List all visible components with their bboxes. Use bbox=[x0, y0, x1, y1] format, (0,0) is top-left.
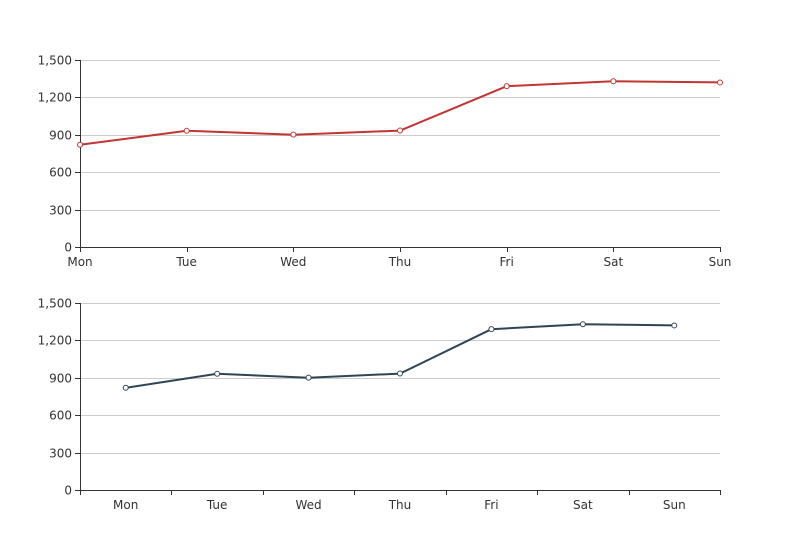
x-tick-label: Thu bbox=[388, 255, 412, 269]
data-point bbox=[671, 322, 678, 329]
y-tick-label: 0 bbox=[64, 241, 72, 255]
data-point bbox=[122, 384, 129, 391]
y-tick-label: 300 bbox=[49, 204, 72, 218]
data-point bbox=[610, 78, 617, 85]
data-point bbox=[579, 321, 586, 328]
x-tick-label: Mon bbox=[113, 498, 138, 512]
x-tick-label: Sun bbox=[663, 498, 686, 512]
y-tick-label: 600 bbox=[49, 166, 72, 180]
data-point bbox=[397, 127, 403, 134]
data-point bbox=[503, 83, 510, 90]
x-tick-label: Wed bbox=[295, 498, 321, 512]
data-point bbox=[77, 141, 83, 148]
chart-1: 0 300 600 900 1,200 1,500 Mon Tue Wed Thu Fri Sat Su… bbox=[38, 54, 732, 270]
x-tick-label: Wed bbox=[280, 255, 306, 269]
y-tick-label: 900 bbox=[49, 372, 72, 386]
x-tick-label: Tue bbox=[175, 255, 197, 269]
data-point bbox=[183, 127, 190, 134]
x-tick-label: Sat bbox=[573, 498, 593, 512]
y-tick-label: 600 bbox=[49, 409, 72, 423]
x-tick-label: Thu bbox=[388, 498, 412, 512]
y-tick-label: 300 bbox=[49, 447, 72, 461]
y-tick-label: 0 bbox=[64, 484, 72, 498]
x-tick-label: Tue bbox=[206, 498, 228, 512]
y-tick-label: 1,200 bbox=[38, 91, 72, 105]
x-tick-label: Fri bbox=[500, 255, 514, 269]
chart-2: 0 300 600 900 1,200 1,500 Mon Tue Wed Thu Fri Sat Su… bbox=[38, 297, 721, 512]
y-tick-label: 1,200 bbox=[38, 334, 72, 348]
x-tick-label: Sat bbox=[603, 255, 623, 269]
x-tick-label: Mon bbox=[67, 255, 92, 269]
y-tick-label: 1,500 bbox=[38, 297, 72, 311]
data-point bbox=[488, 326, 495, 333]
data-point bbox=[214, 370, 221, 377]
data-point bbox=[290, 131, 297, 138]
y-tick-label: 900 bbox=[49, 129, 72, 143]
data-point bbox=[717, 79, 723, 86]
data-point bbox=[305, 374, 312, 381]
y-tick-label: 1,500 bbox=[38, 54, 72, 68]
x-tick-label: Sun bbox=[709, 255, 732, 269]
data-point bbox=[397, 370, 403, 377]
x-tick-label: Fri bbox=[484, 498, 498, 512]
